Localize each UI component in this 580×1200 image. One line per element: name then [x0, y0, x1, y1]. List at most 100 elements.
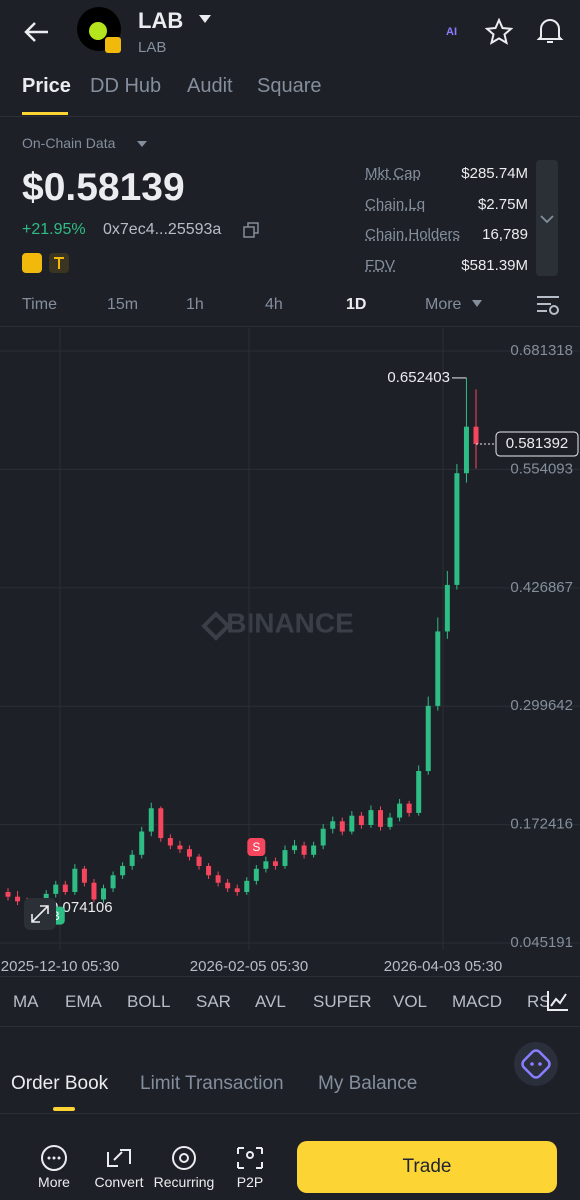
candle-body [416, 771, 422, 813]
watermark-logo [201, 611, 231, 641]
stat-label: Chain.Holders [365, 226, 461, 243]
timeframe[interactable]: 15m [107, 296, 139, 313]
chain-badges [22, 253, 69, 273]
candle-body [110, 875, 116, 889]
nav-item[interactable]: Recurring [153, 1174, 215, 1190]
order-tab[interactable]: Limit Transaction [140, 1073, 284, 1094]
current-price: 0.581392 [506, 435, 569, 452]
active-indicator [53, 1107, 75, 1111]
candle-body [444, 584, 450, 632]
trade-button[interactable]: Trade [297, 1141, 557, 1193]
nav-item[interactable]: P2P [236, 1174, 264, 1190]
favorite-button[interactable] [485, 18, 513, 46]
stat-label: Chain.Lq [365, 195, 426, 213]
indicator[interactable]: BOLL [127, 992, 171, 1011]
indicator[interactable]: SUPER [313, 992, 372, 1011]
price-change: +21.95% [22, 221, 86, 238]
candle-body [454, 473, 460, 585]
indicator[interactable]: RSI [527, 992, 547, 1011]
divider [0, 1113, 580, 1114]
candle-body [311, 845, 317, 855]
signal-badge [247, 838, 266, 857]
y-tick-label: 0.045191 [510, 934, 573, 951]
candle-body [225, 882, 231, 889]
candle-body [406, 803, 412, 813]
active-tab-underline [22, 112, 68, 115]
assistant-button[interactable] [512, 1040, 560, 1088]
tab[interactable]: Price [22, 75, 71, 97]
divider [0, 116, 580, 117]
notification-button[interactable] [536, 16, 564, 46]
x-tick-label: 2026-02-05 05:30 [190, 958, 308, 975]
indicator[interactable]: EMA [65, 992, 102, 1011]
candle-body [177, 845, 183, 850]
order-tab[interactable]: Order Book [11, 1073, 109, 1094]
nav-item[interactable]: More [38, 1174, 70, 1190]
candle-body [186, 849, 192, 857]
y-tick-label: 0.172416 [510, 816, 573, 833]
divider [0, 1026, 580, 1027]
data-source[interactable]: On-Chain Data [22, 135, 116, 151]
nav-item[interactable]: Convert [94, 1174, 144, 1190]
stat-label: Mkt Cap [365, 165, 421, 182]
candle-body [120, 865, 126, 876]
dropdown-icon[interactable] [472, 300, 482, 307]
stat-value: $285.74M [461, 165, 528, 182]
candle-body [167, 838, 173, 846]
timeframe[interactable]: 4h [265, 296, 283, 313]
ai-button[interactable]: AI [446, 26, 457, 38]
candle-body [272, 861, 278, 866]
chart-settings[interactable] [536, 294, 560, 316]
y-tick-label: 0.681318 [510, 342, 573, 359]
candle-body [425, 705, 431, 772]
back-button[interactable] [22, 18, 50, 46]
tab[interactable]: Audit [187, 75, 233, 97]
indicator[interactable]: MA [13, 992, 39, 1011]
tab[interactable]: Square [257, 75, 322, 97]
candle-body [473, 426, 479, 445]
stat-value: $2.75M [477, 195, 528, 213]
indicator[interactable]: MACD [452, 992, 503, 1011]
candle-body [292, 845, 298, 851]
watermark: BINANCE [226, 607, 354, 638]
timeframe[interactable]: More [425, 296, 462, 313]
indicator-settings[interactable] [546, 990, 570, 1012]
timeframe[interactable]: Time [22, 296, 57, 313]
candle-body [215, 875, 221, 883]
order-tab[interactable]: My Balance [318, 1073, 418, 1094]
copy-button[interactable] [243, 222, 259, 238]
dropdown-icon[interactable] [136, 140, 148, 148]
candle-body [387, 817, 393, 827]
contract-address[interactable]: 0x7ec4...25593a [103, 221, 222, 238]
candle-body [377, 810, 383, 827]
stat-label: FDV [365, 256, 395, 274]
candle-body [358, 815, 364, 826]
timeframe[interactable]: 1D [346, 296, 367, 313]
candle-body [206, 865, 212, 876]
candle-body [62, 884, 68, 893]
stat-value: 16,789 [482, 226, 528, 243]
candle-body [435, 631, 441, 706]
tab[interactable]: DD Hub [90, 75, 162, 97]
indicator[interactable]: SAR [196, 992, 231, 1011]
candle-body [244, 880, 250, 893]
token-subtitle: LAB [138, 39, 167, 56]
price-tag [495, 431, 579, 457]
candle-body [139, 831, 145, 855]
indicator[interactable]: AVL [255, 992, 286, 1011]
timeframe[interactable]: 1h [186, 296, 204, 313]
high-label: 0.652403 [387, 369, 450, 386]
fullscreen-icon [31, 905, 49, 923]
divider [0, 976, 580, 977]
token-title[interactable]: LAB [138, 8, 184, 33]
indicator[interactable]: VOL [393, 992, 428, 1011]
candle-body [129, 854, 135, 866]
y-tick-label: 0.426867 [510, 579, 573, 596]
divider [0, 326, 580, 327]
stat-value: $581.39M [461, 256, 528, 274]
candle-body [72, 868, 78, 893]
expand-stats[interactable] [536, 160, 558, 276]
candle-body [320, 828, 326, 846]
dropdown-icon[interactable] [198, 14, 212, 24]
